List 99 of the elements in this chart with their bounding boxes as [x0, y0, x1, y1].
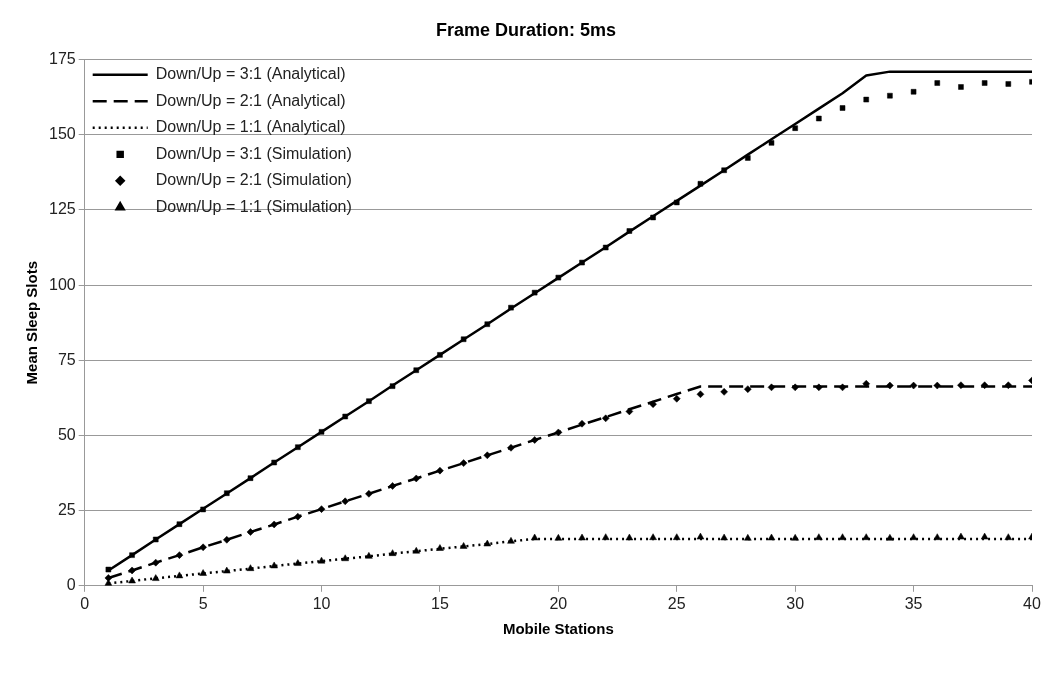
point	[815, 533, 823, 540]
point	[578, 533, 586, 541]
point	[412, 546, 420, 554]
point	[199, 569, 207, 576]
point	[578, 419, 586, 428]
point	[767, 533, 776, 541]
point	[696, 532, 705, 540]
y-tick-label: 50	[57, 425, 76, 443]
x-axis-title: Mobile Stations	[502, 620, 614, 638]
point	[152, 574, 160, 581]
point	[483, 539, 492, 547]
point	[246, 564, 255, 571]
point	[459, 459, 468, 467]
point	[791, 534, 799, 541]
point	[767, 383, 776, 392]
point	[105, 566, 112, 573]
point	[910, 89, 917, 95]
x-tick-label: 40	[1023, 594, 1041, 612]
point	[744, 385, 752, 393]
point	[674, 199, 680, 206]
point	[981, 80, 988, 86]
legend-label: Down/Up = 1:1 (Simulation)	[155, 197, 352, 215]
legend-label: Down/Up = 2:1 (Analytical)	[155, 91, 346, 109]
legend-label: Down/Up = 2:1 (Simulation)	[155, 171, 352, 189]
point	[341, 497, 349, 506]
point	[934, 80, 940, 86]
legend-label: Down/Up = 3:1 (Analytical)	[155, 65, 346, 83]
point	[507, 537, 515, 544]
point	[744, 534, 752, 541]
point	[1004, 533, 1013, 540]
legend-label: Down/Up = 3:1 (Simulation)	[155, 144, 352, 162]
x-tick-label: 15	[431, 594, 449, 612]
point	[625, 407, 634, 416]
point	[886, 534, 894, 541]
legend-label: Down/Up = 1:1 (Analytical)	[155, 118, 346, 136]
point	[909, 381, 918, 390]
point	[294, 559, 302, 566]
point	[720, 388, 728, 396]
y-axis-title: Mean Sleep Slots	[23, 261, 41, 385]
point	[223, 566, 231, 574]
y-tick-label: 100	[48, 275, 76, 293]
point	[104, 574, 113, 582]
chart-title: Frame Duration: 5ms	[435, 19, 617, 40]
point	[341, 554, 349, 561]
point	[459, 542, 468, 549]
point	[483, 451, 492, 460]
y-tick-label: 25	[57, 501, 76, 519]
point	[957, 381, 965, 389]
point	[980, 532, 989, 540]
point	[199, 543, 207, 552]
point	[554, 534, 563, 541]
x-tick-label: 0	[80, 594, 90, 612]
point	[223, 536, 231, 544]
point	[887, 92, 893, 99]
point	[696, 390, 705, 399]
x-tick-label: 35	[904, 594, 923, 612]
point	[792, 125, 798, 131]
point	[863, 96, 869, 103]
point	[862, 379, 870, 388]
point	[909, 533, 918, 540]
point	[933, 533, 941, 540]
x-tick-label: 5	[198, 594, 208, 612]
point	[602, 533, 610, 540]
point	[839, 105, 846, 111]
point	[270, 561, 278, 569]
point	[933, 381, 942, 390]
point	[745, 155, 751, 161]
point	[317, 556, 326, 564]
point	[720, 533, 728, 541]
point	[317, 505, 326, 513]
x-tick-label: 10	[312, 594, 331, 612]
y-tick-label: 75	[57, 350, 76, 368]
y-tick-label: 0	[66, 576, 76, 594]
y-tick-label: 125	[48, 200, 76, 218]
point	[673, 395, 681, 403]
point	[365, 490, 373, 498]
x-tick-label: 30	[786, 594, 805, 612]
point	[838, 533, 847, 540]
point	[388, 549, 397, 556]
point	[365, 552, 373, 559]
y-tick-label: 175	[48, 50, 76, 68]
point	[649, 400, 657, 408]
point	[175, 571, 184, 579]
point	[957, 532, 965, 540]
point	[958, 84, 964, 90]
point	[436, 544, 444, 551]
point	[816, 115, 822, 122]
x-tick-label: 20	[549, 594, 568, 612]
point	[1005, 81, 1012, 87]
y-tick-label: 150	[48, 125, 76, 143]
point	[649, 533, 657, 540]
point	[128, 576, 136, 584]
point	[768, 140, 775, 146]
point	[625, 533, 634, 541]
point	[601, 414, 610, 423]
x-tick-label: 25	[667, 594, 686, 612]
point	[862, 533, 870, 540]
point	[530, 533, 539, 541]
point	[673, 533, 681, 540]
